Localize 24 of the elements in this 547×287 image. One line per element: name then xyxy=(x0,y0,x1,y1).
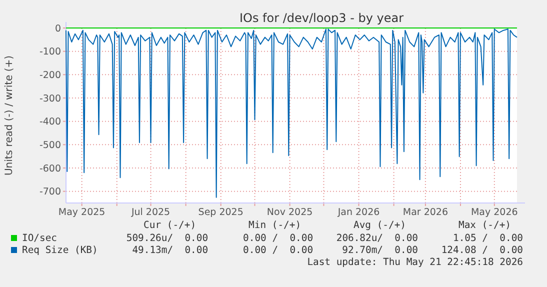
y-axis-title: Units read (-) / write (+) xyxy=(4,55,15,176)
legend-label: Req Size (KB) xyxy=(22,245,98,256)
x-tick-label: Sep 2025 xyxy=(198,207,244,218)
x-tick-label: May 2025 xyxy=(58,207,106,218)
text: 49.13m/ 0.00 0.00 / 0.00 92.70m/ 0.00 124.08 / 0.00 xyxy=(132,245,524,256)
y-tick-label: -600 xyxy=(39,163,61,174)
legend-label: IO/sec xyxy=(22,233,58,244)
y-tick-label: -700 xyxy=(39,186,61,198)
y-tick-label: -300 xyxy=(39,93,61,104)
y-tick-label: 0 xyxy=(54,23,61,34)
text: Last update: Thu May 21 22:45:18 2026 xyxy=(307,257,524,268)
y-tick-label: -500 xyxy=(39,140,61,151)
text: Cur (-/+) Min (-/+) Avg (-/+) Max (-/+) xyxy=(144,220,511,231)
x-tick-label: Nov 2025 xyxy=(266,207,313,218)
text: 509.26u/ 0.00 0.00 / 0.00 206.82u/ 0.00 1.05 / 0.00 xyxy=(126,233,524,244)
y-tick-label: -400 xyxy=(39,116,61,128)
line-series xyxy=(66,28,518,198)
x-tick-label: Jan 2026 xyxy=(336,207,380,218)
chart-title: IOs for /dev/loop3 - by year xyxy=(239,11,404,25)
x-tick-label: Jul 2025 xyxy=(130,207,170,218)
y-tick-label: -100 xyxy=(39,46,61,58)
x-tick-label: May 2026 xyxy=(470,207,518,218)
y-tick-label: -200 xyxy=(39,70,61,81)
x-tick-label: Mar 2026 xyxy=(402,207,448,218)
